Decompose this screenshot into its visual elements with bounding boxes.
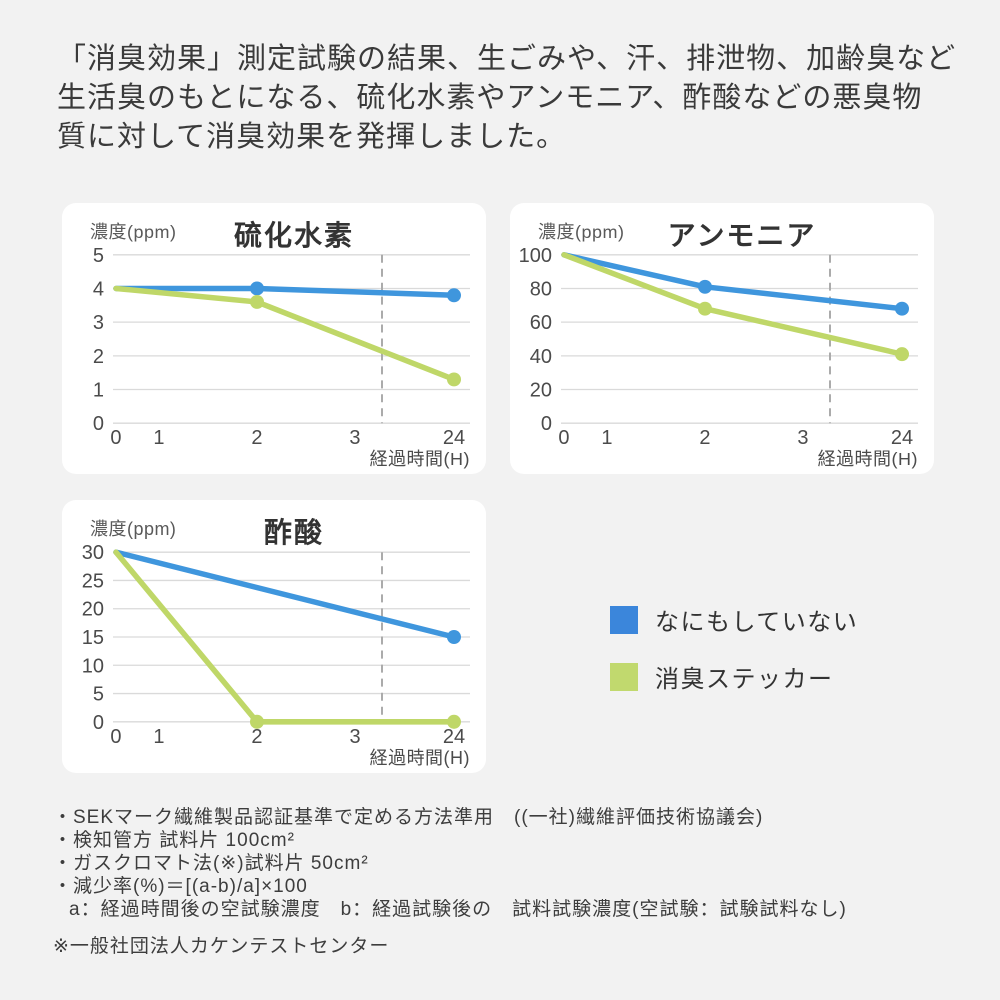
- chart-panel-acetic-acid: 30 25 20 15 10 5 0 0 1 2 3 24 濃度(ppm) 酢酸 経過時間(H): [62, 500, 486, 773]
- footnotes: ・SEKマーク繊維製品認証基準で定める方法準用 ((一社)繊維評価技術協議会) …: [53, 806, 847, 958]
- legend-item-untreated: なにもしていない: [610, 602, 858, 637]
- footnote-line-4: ・減少率(%)＝[(a-b)/a]×100: [53, 876, 308, 897]
- svg-text:40: 40: [530, 346, 552, 368]
- svg-text:0: 0: [541, 413, 552, 435]
- svg-text:0: 0: [93, 413, 104, 435]
- svg-text:1: 1: [153, 726, 164, 748]
- footnote-line-1: ・SEKマーク繊維製品認証基準で定める方法準用 ((一社)繊維評価技術協議会): [53, 807, 764, 828]
- chart-panel-hydrogen-sulfide: 5 4 3 2 1 0 0 1 2 3 24 濃度(ppm) 硫化水素経過時間(H): [62, 203, 486, 474]
- legend-label-deodorizing-sticker: 消臭ステッカー: [655, 666, 834, 693]
- svg-text:4: 4: [93, 278, 104, 300]
- svg-text:1: 1: [153, 427, 164, 449]
- svg-text:2: 2: [251, 427, 262, 449]
- svg-text:30: 30: [82, 542, 104, 564]
- footnote-line-2: ・検知管方 試料片 100cm²: [53, 830, 295, 851]
- legend-item-deodorizing-sticker: 消臭ステッカー: [610, 659, 858, 694]
- svg-text:15: 15: [82, 627, 104, 649]
- svg-text:濃度(ppm): 濃度(ppm): [90, 222, 176, 242]
- header-line-2: 生活臭のもとになる、硫化水素やアンモニア、酢酸などの悪臭物: [57, 82, 923, 114]
- header-line-3: 質に対して消臭効果を発揮しました。: [57, 121, 567, 153]
- svg-text:経過時間(H): 経過時間(H): [370, 748, 470, 768]
- svg-text:1: 1: [601, 427, 612, 449]
- footnote-line-3: ・ガスクロマト法(※)試料片 50cm²: [53, 853, 369, 874]
- svg-text:3: 3: [349, 427, 360, 449]
- svg-text:硫化水素: 硫化水素: [234, 219, 354, 251]
- legend-label-untreated: なにもしていない: [655, 609, 859, 636]
- svg-text:5: 5: [93, 684, 104, 706]
- svg-text:濃度(ppm): 濃度(ppm): [538, 222, 624, 242]
- header-line-1: 「消臭効果」測定試験の結果、生ごみや、汗、排泄物、加齢臭など: [57, 43, 957, 75]
- svg-text:0: 0: [110, 427, 121, 449]
- legend-swatch-blue: [610, 605, 638, 634]
- legend-swatch-green: [610, 662, 638, 691]
- svg-text:0: 0: [558, 427, 569, 449]
- footnote-remark: ※一般社団法人カケンテストセンター: [53, 936, 390, 957]
- svg-text:3: 3: [349, 726, 360, 748]
- svg-text:24: 24: [443, 726, 465, 748]
- header-text: 「消臭効果」測定試験の結果、生ごみや、汗、排泄物、加齢臭など 生活臭のもとになる…: [57, 40, 967, 157]
- svg-text:24: 24: [891, 427, 913, 449]
- svg-text:60: 60: [530, 312, 552, 334]
- svg-text:80: 80: [530, 278, 552, 300]
- svg-text:酢酸: 酢酸: [264, 517, 324, 548]
- svg-text:0: 0: [93, 712, 104, 734]
- svg-text:0: 0: [110, 726, 121, 748]
- svg-text:25: 25: [82, 570, 104, 592]
- svg-text:3: 3: [93, 312, 104, 334]
- svg-text:経過時間(H): 経過時間(H): [370, 449, 470, 469]
- svg-text:20: 20: [82, 599, 104, 621]
- svg-text:濃度(ppm): 濃度(ppm): [90, 519, 176, 539]
- svg-text:2: 2: [93, 346, 104, 368]
- chart-panel-ammonia: 100 80 60 40 20 0 0 1 2 3 24 濃度(ppm) アンモニア経過時間(H): [510, 203, 934, 474]
- svg-text:2: 2: [251, 726, 262, 748]
- footnote-line-5: a：経過時間後の空試験濃度 b：経過試験後の 試料試験濃度(空試験：試験試料なし…: [69, 899, 847, 920]
- svg-text:経過時間(H): 経過時間(H): [818, 449, 918, 469]
- chart-legend: なにもしていない 消臭ステッカー: [610, 602, 858, 716]
- svg-text:1: 1: [93, 380, 104, 402]
- svg-text:アンモニア: アンモニア: [668, 220, 817, 251]
- svg-text:24: 24: [443, 427, 465, 449]
- svg-text:20: 20: [530, 380, 552, 402]
- svg-text:100: 100: [519, 245, 552, 267]
- svg-text:5: 5: [93, 245, 104, 267]
- svg-text:2: 2: [699, 427, 710, 449]
- svg-text:10: 10: [82, 655, 104, 677]
- svg-text:3: 3: [797, 427, 808, 449]
